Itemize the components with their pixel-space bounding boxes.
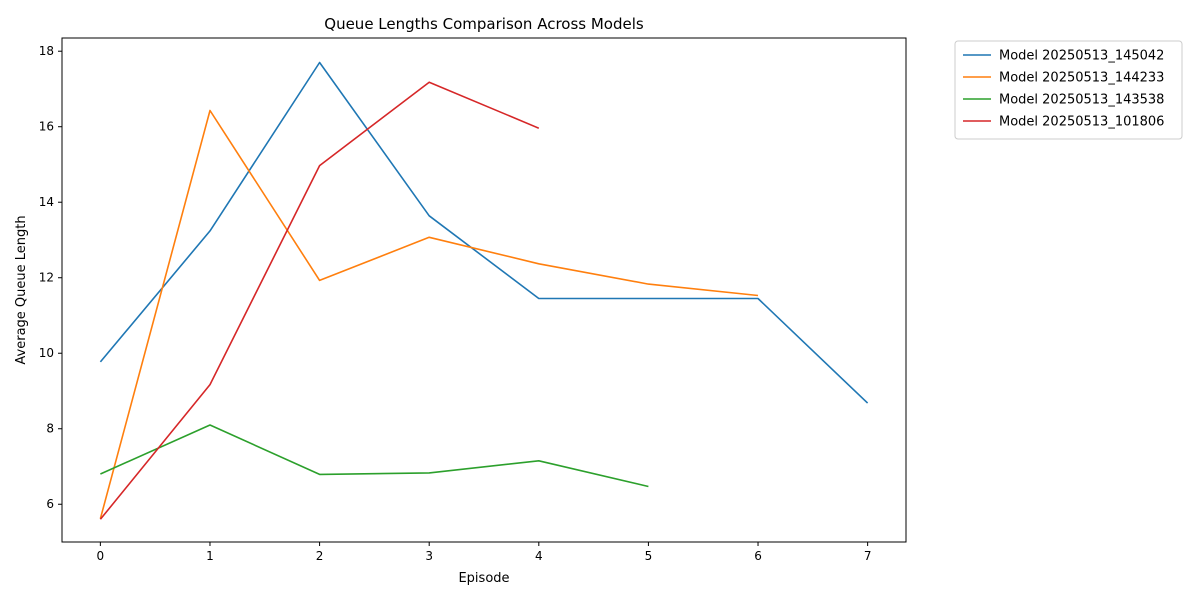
y-axis-label: Average Queue Length [14,215,29,364]
y-tick-label: 6 [46,497,54,511]
series-line-2 [99,109,759,519]
y-tick-label: 8 [46,422,54,436]
x-tick-label: 6 [754,549,762,563]
plot-frame [61,37,907,543]
legend-entry: Model 20250513_144233 [999,71,1164,86]
x-axis-label: Episode [458,571,509,586]
y-tick-label: 12 [39,271,54,285]
x-tick-label: 1 [206,549,214,563]
x-axis: 0 1 2 3 4 5 6 7 [97,542,872,563]
series-line-1 [99,61,869,404]
y-axis: 6 8 10 12 14 16 18 [39,44,62,511]
x-tick-label: 4 [535,549,543,563]
series-line-4 [99,81,540,520]
legend-entry: Model 20250513_101806 [999,115,1164,130]
x-tick-label: 3 [425,549,433,563]
series-line-3 [100,424,649,488]
y-tick-label: 16 [39,120,54,134]
x-tick-label: 5 [645,549,653,563]
x-tick-label: 0 [97,549,105,563]
x-tick-label: 2 [316,549,324,563]
y-tick-label: 18 [39,44,54,58]
series-layer [99,61,869,520]
legend-entry: Model 20250513_145042 [999,49,1164,64]
y-tick-label: 14 [39,195,54,209]
legend: Model 20250513_145042 Model 20250513_1442… [954,40,1183,140]
y-tick-label: 10 [39,346,54,360]
legend-entry: Model 20250513_143538 [999,93,1164,108]
legend-box [954,40,1183,140]
chart-title: Queue Lengths Comparison Across Models [324,15,644,33]
x-tick-label: 7 [864,549,872,563]
